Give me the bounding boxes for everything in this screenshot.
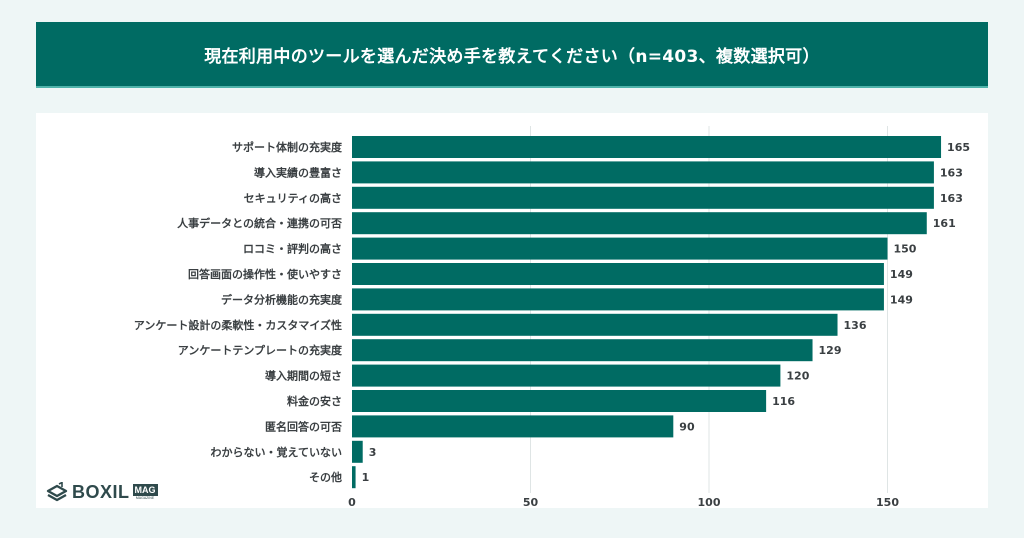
value-label: 161 (933, 217, 956, 230)
bar (352, 288, 884, 311)
category-label: 料金の安さ (287, 394, 342, 408)
category-label: アンケート設計の柔軟性・カスタマイズ性 (134, 318, 342, 332)
value-label: 1 (362, 471, 370, 484)
value-label: 165 (947, 141, 970, 154)
value-label: 150 (894, 243, 917, 256)
value-label: 136 (844, 319, 867, 332)
bar (352, 237, 888, 260)
bar (352, 466, 356, 489)
chart-title: 現在利用中のツールを選んだ決め手を教えてください（n=403、複数選択可） (204, 46, 820, 67)
category-label: アンケートテンプレートの充実度 (178, 343, 343, 357)
bar (352, 339, 813, 362)
value-label: 129 (819, 344, 842, 357)
x-axis-ticks: 0 50 100 150 (348, 496, 899, 509)
x-tick-label: 0 (348, 496, 356, 509)
bar (352, 263, 884, 285)
category-label: 匿名回答の可否 (265, 419, 342, 433)
logo-brand: BOXIL (72, 481, 130, 502)
value-label: 163 (940, 192, 963, 205)
category-label: サポート体制の充実度 (232, 140, 343, 154)
boxil-mag-logo: BOXIL MAG MAGAZINE (46, 480, 158, 504)
category-label: 人事データとの統合・連携の可否 (177, 216, 342, 230)
logo-mag-badge: MAG MAGAZINE (132, 483, 158, 501)
x-tick-label: 50 (523, 496, 539, 509)
category-label: 導入実績の豊富さ (254, 165, 342, 179)
value-label: 3 (369, 446, 377, 459)
logo-mag-text: MAG (132, 483, 158, 496)
value-label: 116 (772, 395, 795, 408)
bar (352, 186, 934, 209)
bar (352, 136, 942, 158)
category-label: 導入期間の短さ (265, 369, 342, 383)
category-label: セキュリティの高さ (244, 191, 342, 205)
boxil-logo-icon (46, 482, 68, 502)
bar (352, 440, 363, 463)
category-label: データ分析機能の充実度 (221, 292, 343, 306)
bar (352, 415, 674, 438)
category-label: 回答画面の操作性・使いやすさ (188, 267, 342, 281)
category-labels: サポート体制の充実度導入実績の豊富さセキュリティの高さ人事データとの統合・連携の… (134, 140, 343, 484)
bars (352, 136, 942, 489)
logo-magazine-text: MAGAZINE (135, 495, 155, 500)
chart-title-banner: 現在利用中のツールを選んだ決め手を教えてください（n=403、複数選択可） (36, 22, 988, 88)
bar (352, 212, 927, 235)
bar (352, 364, 781, 387)
bar (352, 313, 838, 336)
value-label: 90 (679, 420, 695, 433)
bar (352, 161, 934, 184)
value-label: 149 (890, 268, 913, 281)
x-tick-label: 100 (698, 496, 721, 509)
value-label: 120 (786, 370, 809, 383)
x-tick-label: 150 (876, 496, 899, 509)
category-label: わからない・覚えていない (211, 445, 342, 459)
value-label: 149 (890, 293, 913, 306)
category-label: その他 (309, 470, 342, 484)
bar (352, 390, 767, 412)
category-label: ロコミ・評判の高さ (243, 242, 342, 256)
value-label: 163 (940, 166, 963, 179)
